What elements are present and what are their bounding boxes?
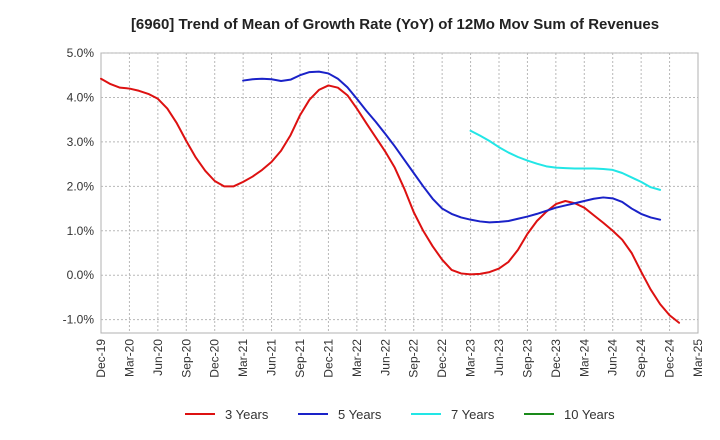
x-tick-label: Dec-22 xyxy=(435,339,449,378)
plot-area xyxy=(100,52,699,334)
x-tick-label: Mar-21 xyxy=(236,339,250,377)
y-tick-label: 2.0% xyxy=(67,179,95,193)
x-tick-label: Dec-21 xyxy=(321,339,335,378)
series-lines xyxy=(100,70,681,324)
y-tick-labels: -1.0% 0.0% 1.0% 2.0% 3.0% 4.0% 5.0% xyxy=(63,46,95,327)
y-gridlines xyxy=(101,52,698,321)
x-tick-label: Dec-24 xyxy=(663,339,677,378)
legend: 3 Years 5 Years 7 Years 10 Years xyxy=(185,407,615,422)
y-tick-label: 1.0% xyxy=(67,224,95,238)
chart-title: [6960] Trend of Mean of Growth Rate (YoY… xyxy=(131,16,659,33)
legend-label-10-years: 10 Years xyxy=(564,407,615,422)
x-tick-label: Jun-22 xyxy=(378,339,392,376)
x-tick-label: Mar-25 xyxy=(691,339,705,377)
legend-label-7-years: 7 Years xyxy=(451,407,495,422)
x-tick-label: Mar-20 xyxy=(122,339,136,377)
x-tick-label: Sep-24 xyxy=(634,339,648,378)
x-tick-label: Jun-23 xyxy=(492,339,506,376)
x-tick-label: Dec-23 xyxy=(549,339,563,378)
x-gridlines xyxy=(128,53,671,333)
x-tick-label: Dec-20 xyxy=(208,339,222,378)
legend-label-3-years: 3 Years xyxy=(225,407,269,422)
y-tick-label: 5.0% xyxy=(67,46,95,60)
x-tick-label: Dec-19 xyxy=(94,339,108,378)
x-tick-label: Sep-21 xyxy=(293,339,307,378)
x-tick-label: Mar-23 xyxy=(464,339,478,377)
x-tick-labels: Dec-19 Mar-20 Jun-20 Sep-20 Dec-20 Mar-21 Jun-… xyxy=(94,339,705,378)
x-tick-label: Jun-20 xyxy=(151,339,165,376)
y-tick-label: 4.0% xyxy=(67,90,95,104)
legend-label-5-years: 5 Years xyxy=(338,407,382,422)
series-line-5-years xyxy=(242,70,662,224)
x-tick-label: Sep-20 xyxy=(179,339,193,378)
y-tick-label: 3.0% xyxy=(67,135,95,149)
x-tick-label: Jun-21 xyxy=(265,339,279,376)
series-line-3-years xyxy=(100,77,681,324)
y-tick-label: -1.0% xyxy=(63,313,95,327)
x-tick-label: Mar-22 xyxy=(350,339,364,377)
x-tick-label: Jun-24 xyxy=(606,339,620,376)
x-tick-label: Sep-22 xyxy=(407,339,421,378)
x-tick-label: Mar-24 xyxy=(577,339,591,377)
x-tick-label: Sep-23 xyxy=(520,339,534,378)
series-line-7-years xyxy=(469,129,662,191)
y-tick-label: 0.0% xyxy=(67,268,95,282)
